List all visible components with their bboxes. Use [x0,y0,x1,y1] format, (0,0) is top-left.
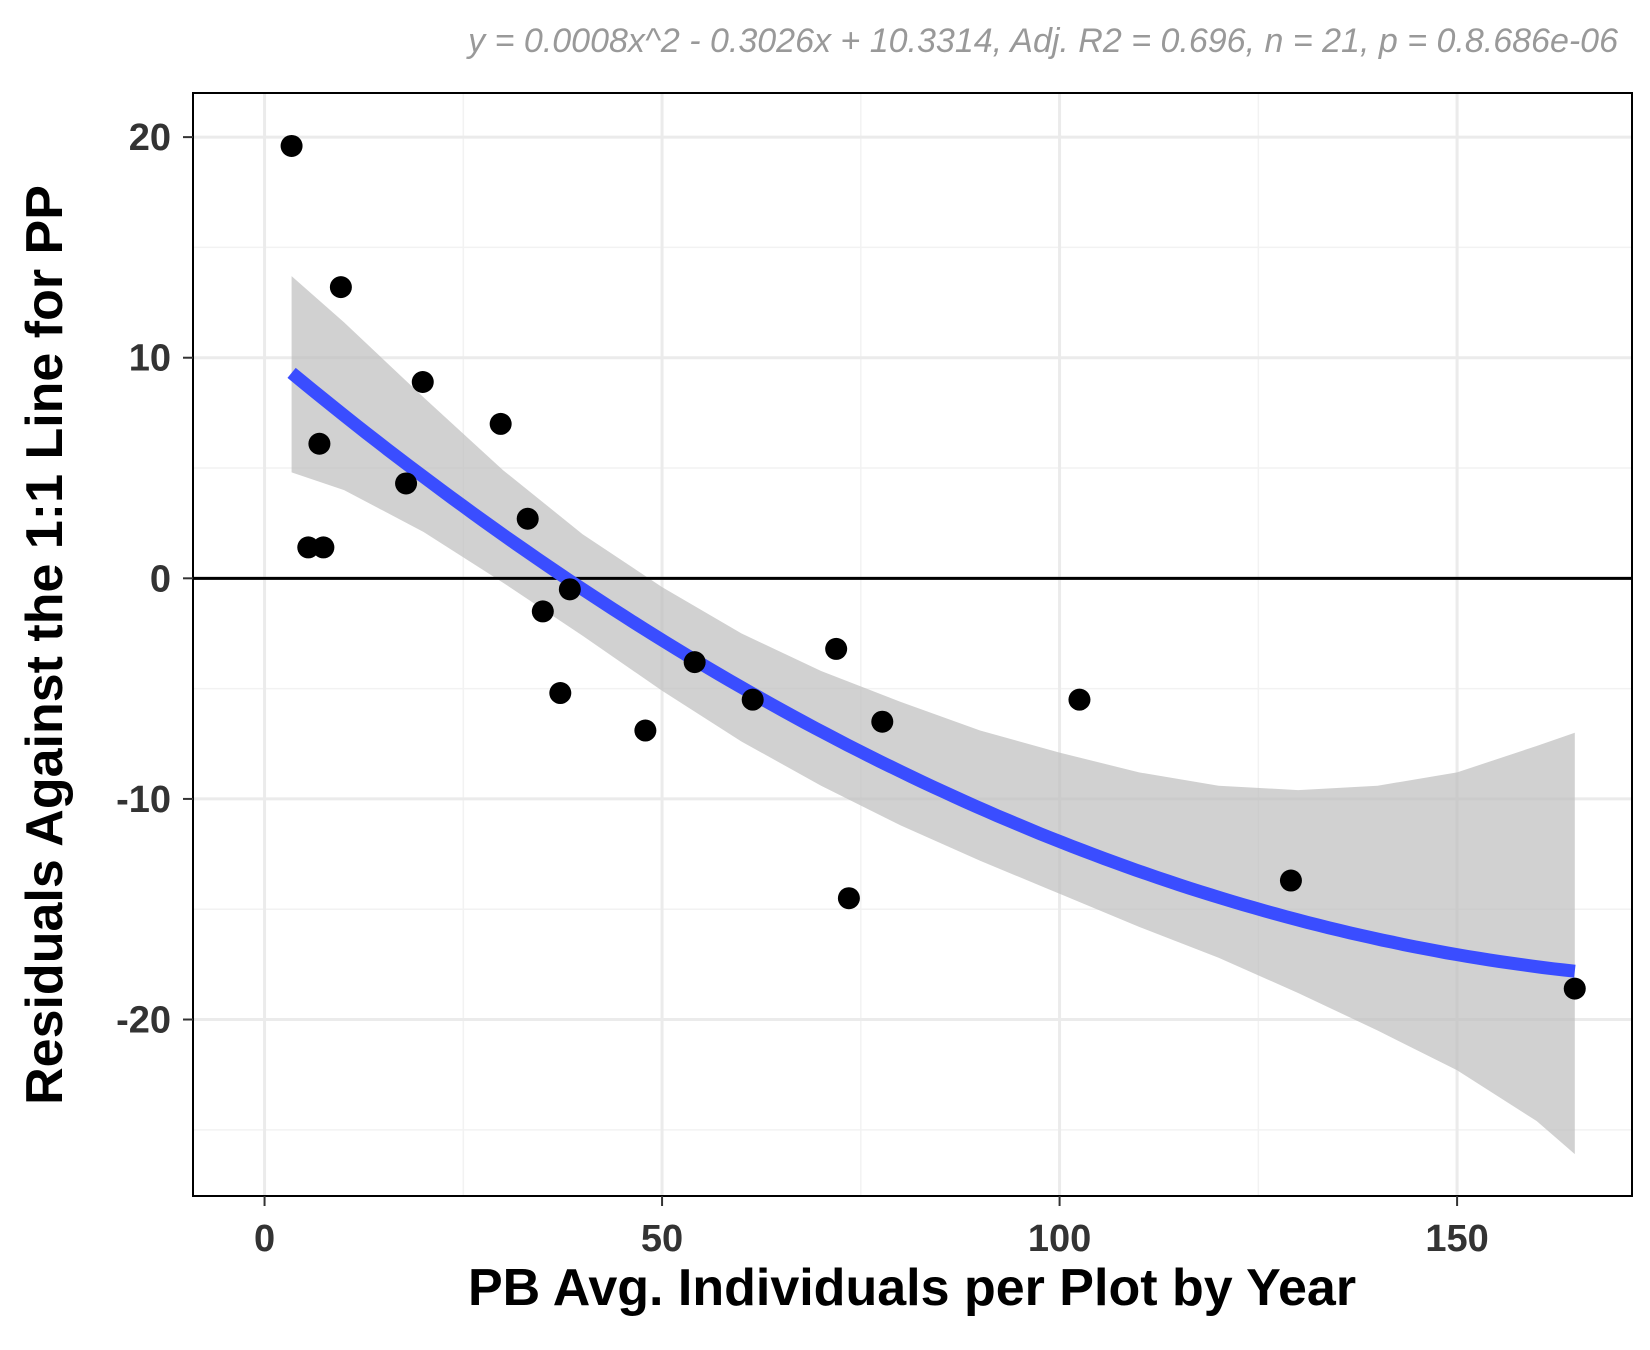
chart-subtitle: y = 0.0008x^2 - 0.3026x + 10.3314, Adj. … [466,22,1618,60]
x-tick-label: 0 [254,1218,275,1260]
data-point [329,276,352,299]
fit-curve-layer [287,367,1576,978]
grid-minor [193,93,1632,1196]
data-points [280,134,1586,1000]
data-point [280,134,303,157]
x-tick-label: 50 [641,1218,683,1260]
y-tick-label: 0 [150,558,171,600]
y-tick-label: -10 [116,779,171,821]
confidence-band [291,276,1575,1155]
confidence-band-layer [291,276,1575,1155]
y-tick-label: -20 [116,1000,171,1042]
y-tick-label: 20 [129,117,171,159]
data-point [837,887,860,910]
y-axis: 20 10 0 -10 -20 [116,117,193,1042]
data-point [308,432,331,455]
x-tick-label: 100 [1028,1218,1091,1260]
data-point [531,600,554,623]
data-point [395,472,418,495]
data-point [411,370,434,393]
data-point [683,651,706,674]
x-axis-title: PB Avg. Individuals per Plot by Year [468,1259,1356,1317]
data-point [741,688,764,711]
data-point [634,719,657,742]
x-tick-label: 150 [1425,1218,1488,1260]
x-axis: 0 50 100 150 [254,1196,1489,1260]
data-point [1279,869,1302,892]
data-point [871,710,894,733]
data-point [516,507,539,530]
data-point [549,682,572,705]
y-tick-label: 10 [129,338,171,380]
data-point [1068,688,1091,711]
data-point [1563,977,1586,1000]
plot-border [192,92,1633,1197]
data-point [825,637,848,660]
data-point [297,536,320,559]
data-point [312,536,335,559]
fit-curve [287,367,1576,978]
data-point [489,412,512,435]
data-point [558,578,581,601]
y-axis-title: Residuals Against the 1:1 Line for PP [16,185,74,1105]
